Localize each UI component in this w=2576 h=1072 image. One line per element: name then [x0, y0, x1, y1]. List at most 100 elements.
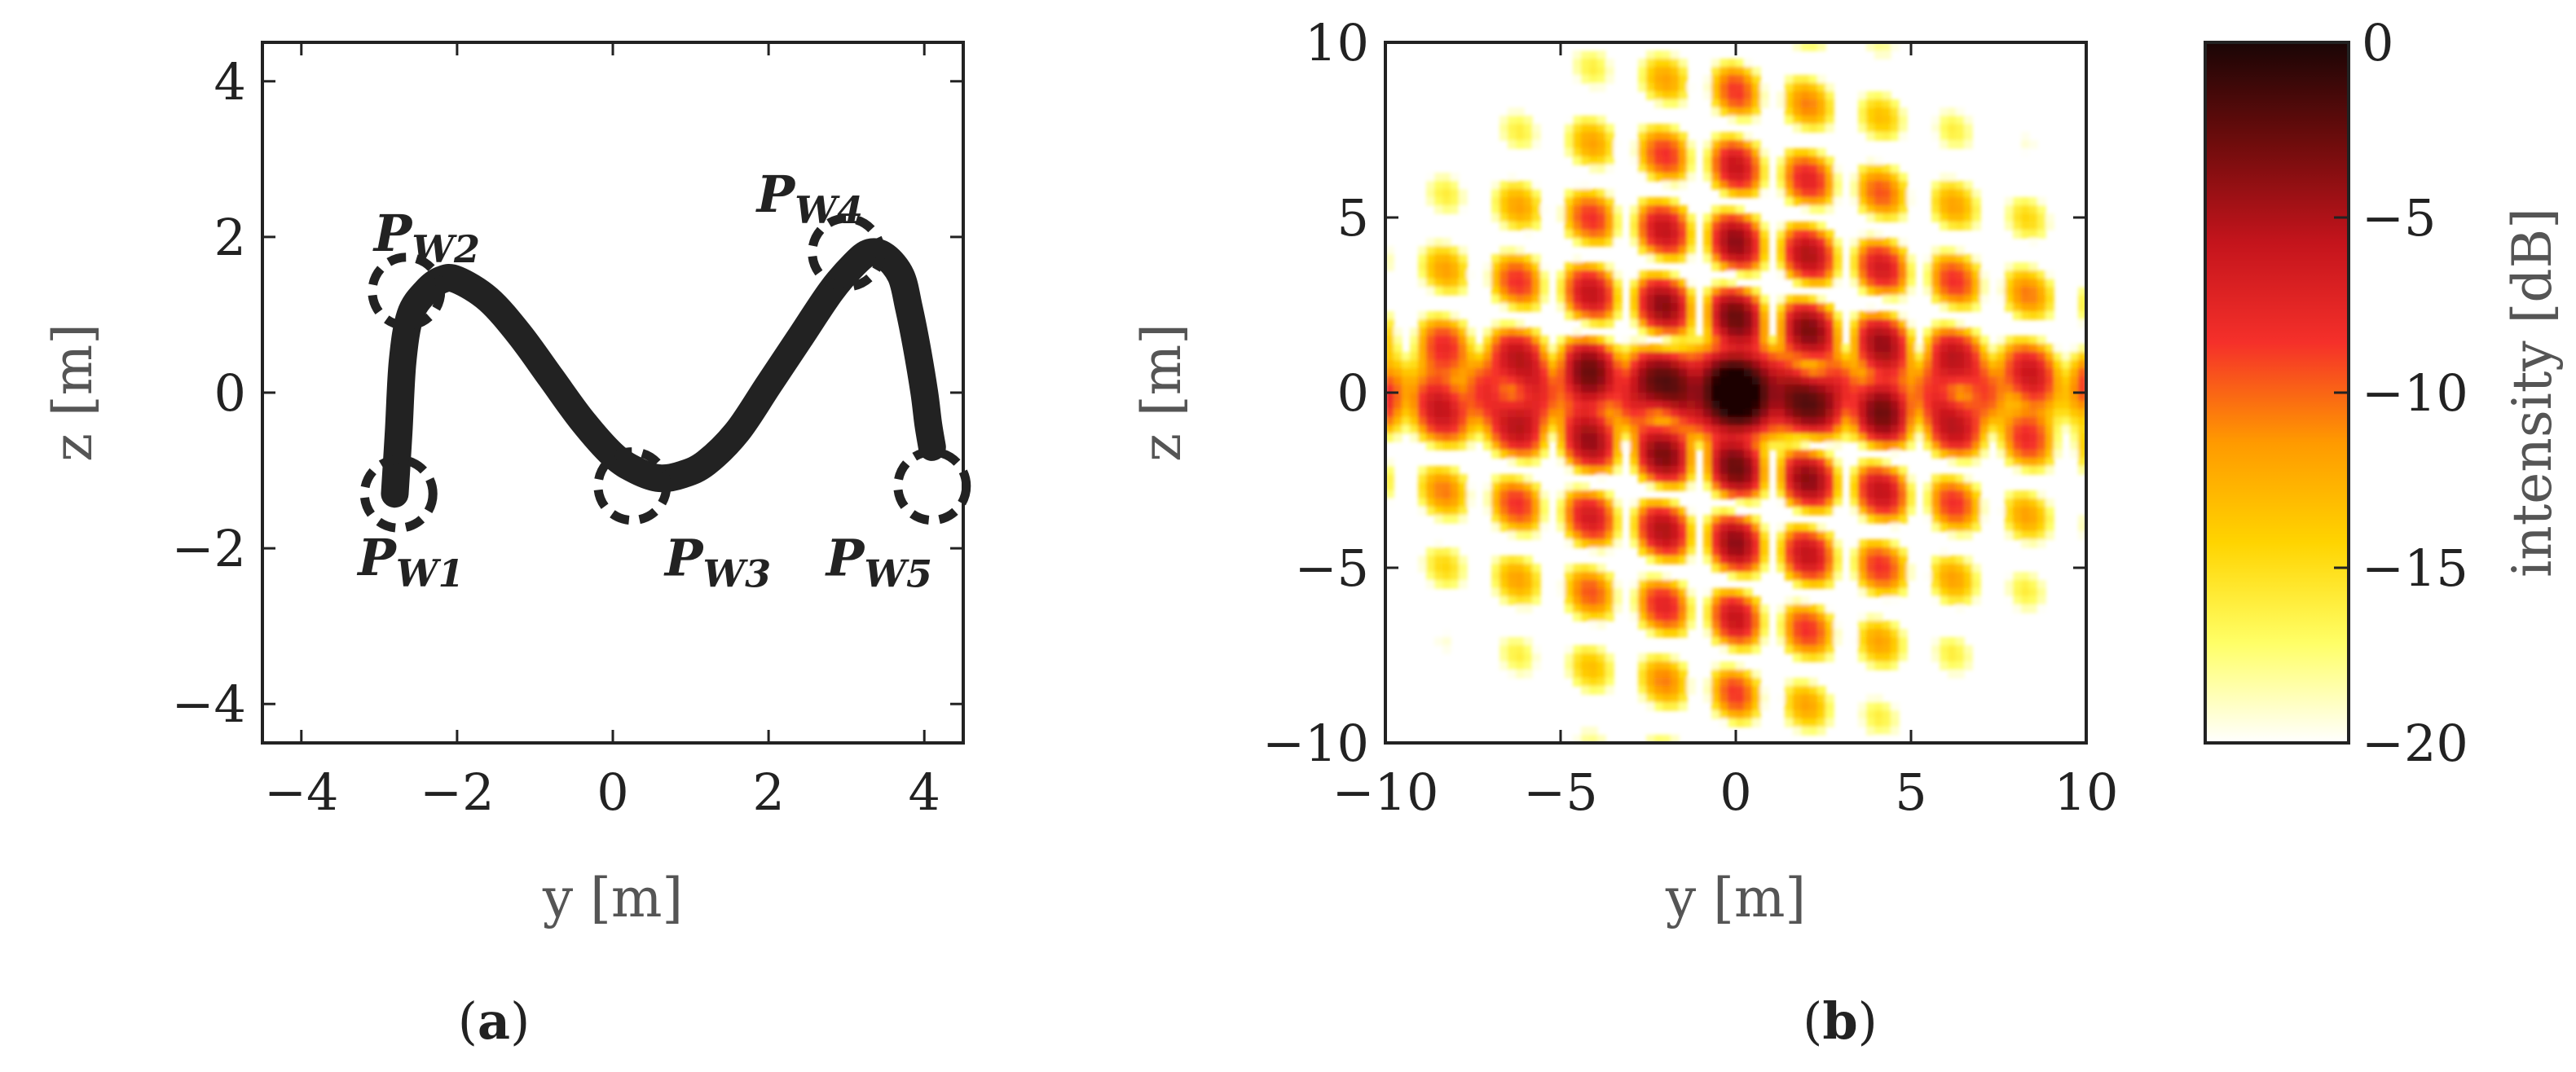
heatmap-cell — [1703, 336, 1712, 345]
heatmap-cell — [1491, 279, 1500, 288]
heatmap-cell — [1858, 352, 1867, 361]
heatmap-cell — [2045, 433, 2054, 442]
heatmap-cell — [1671, 91, 1680, 100]
heatmap-cell — [1614, 140, 1623, 149]
heatmap-cell — [1532, 279, 1541, 288]
heatmap-cell — [1809, 653, 1818, 662]
heatmap-cell — [1581, 148, 1590, 157]
heatmap-cell — [1874, 629, 1883, 638]
heatmap-cell — [1720, 222, 1728, 231]
heatmap-cell — [1679, 148, 1688, 157]
heatmap-cell — [1940, 499, 1949, 507]
heatmap-cell — [1809, 222, 1818, 231]
heatmap-cell — [1891, 466, 1900, 475]
heatmap-cell — [1703, 319, 1712, 328]
heatmap-cell — [1980, 393, 1989, 402]
heatmap-cell — [1874, 442, 1883, 450]
heatmap-cell — [1891, 246, 1900, 255]
heatmap-cell — [1532, 393, 1541, 402]
heatmap-cell — [1882, 425, 1891, 434]
heatmap-cell — [2021, 197, 2030, 206]
heatmap-cell — [1899, 295, 1908, 304]
heatmap-cell — [1671, 482, 1680, 491]
heatmap-cell — [1581, 661, 1590, 670]
heatmap-cell — [1793, 482, 1802, 491]
heatmap-cell — [1565, 596, 1574, 605]
heatmap-cell — [1524, 653, 1533, 662]
heatmap-cell — [1801, 718, 1810, 727]
heatmap-cell — [1752, 613, 1761, 622]
heatmap-cell — [1768, 336, 1777, 345]
heatmap-cell — [1516, 425, 1525, 434]
heatmap-cell — [1793, 450, 1802, 459]
heatmap-cell — [1882, 287, 1891, 296]
x-axis-label-b: y [m] — [1665, 867, 1806, 929]
heatmap-cell — [1785, 686, 1794, 695]
heatmap-cell — [1882, 165, 1891, 174]
heatmap-cell — [1866, 254, 1875, 263]
heatmap-cell — [1907, 270, 1916, 279]
heatmap-cell — [1736, 376, 1745, 385]
heatmap-cell — [1646, 588, 1655, 597]
heatmap-cell — [1573, 393, 1582, 402]
heatmap-cell — [1720, 686, 1728, 695]
heatmap-cell — [1809, 148, 1818, 157]
heatmap-cell — [2062, 376, 2071, 385]
heatmap-cell — [1817, 222, 1826, 231]
heatmap-cell — [1736, 466, 1745, 475]
heatmap-cell — [1825, 490, 1834, 499]
heatmap-cell — [2037, 197, 2046, 206]
heatmap-cell — [1687, 246, 1696, 255]
heatmap-cell — [1646, 254, 1655, 263]
heatmap-cell — [1931, 450, 1940, 459]
heatmap-cell — [1499, 384, 1508, 393]
heatmap-cell — [1499, 295, 1508, 304]
heatmap-cell — [2045, 393, 2054, 402]
heatmap-cell — [1948, 344, 1957, 353]
heatmap-cell — [1671, 474, 1680, 483]
heatmap-cell — [1451, 442, 1460, 450]
heatmap-cell — [1744, 474, 1753, 483]
heatmap-cell — [1614, 270, 1623, 279]
heatmap-cell — [1581, 604, 1590, 613]
heatmap-cell — [1451, 173, 1460, 182]
heatmap-cell — [1630, 523, 1639, 532]
heatmap-cell — [1711, 181, 1720, 190]
heatmap-cell — [1703, 75, 1712, 84]
heatmap-cell — [1581, 156, 1590, 165]
heatmap-cell — [1980, 417, 1989, 426]
heatmap-cell — [1540, 450, 1549, 459]
heatmap-cell — [1736, 637, 1745, 646]
heatmap-cell — [1508, 572, 1517, 581]
heatmap-cell — [1589, 360, 1598, 369]
heatmap-cell — [1418, 327, 1427, 336]
heatmap-cell — [1589, 270, 1598, 279]
heatmap-cell — [1671, 344, 1680, 353]
heatmap-cell — [1817, 238, 1826, 247]
heatmap-cell — [1451, 287, 1460, 296]
heatmap-cell — [1785, 417, 1794, 426]
heatmap-cell — [1589, 75, 1598, 84]
heatmap-cell — [1744, 490, 1753, 499]
heatmap-cell — [1548, 433, 1557, 442]
heatmap-cell — [1565, 442, 1574, 450]
heatmap-cell — [2045, 368, 2054, 377]
heatmap-cell — [1720, 108, 1728, 116]
heatmap-cell — [1801, 352, 1810, 361]
heatmap-cell — [1589, 653, 1598, 662]
heatmap-cell — [1825, 99, 1834, 108]
heatmap-cell — [1874, 547, 1883, 556]
heatmap-cell — [1874, 588, 1883, 597]
heatmap-cell — [2021, 148, 2030, 157]
heatmap-cell — [1654, 694, 1663, 703]
heatmap-cell — [1605, 507, 1614, 516]
heatmap-cell — [1434, 442, 1443, 450]
heatmap-cell — [1638, 523, 1647, 532]
heatmap-cell — [1516, 515, 1525, 524]
heatmap-cell — [1744, 156, 1753, 165]
heatmap-cell — [1630, 140, 1639, 149]
heatmap-cell — [1581, 507, 1590, 516]
heatmap-cell — [1931, 116, 1940, 125]
heatmap-cell — [1931, 181, 1940, 190]
heatmap-cell — [1874, 360, 1883, 369]
